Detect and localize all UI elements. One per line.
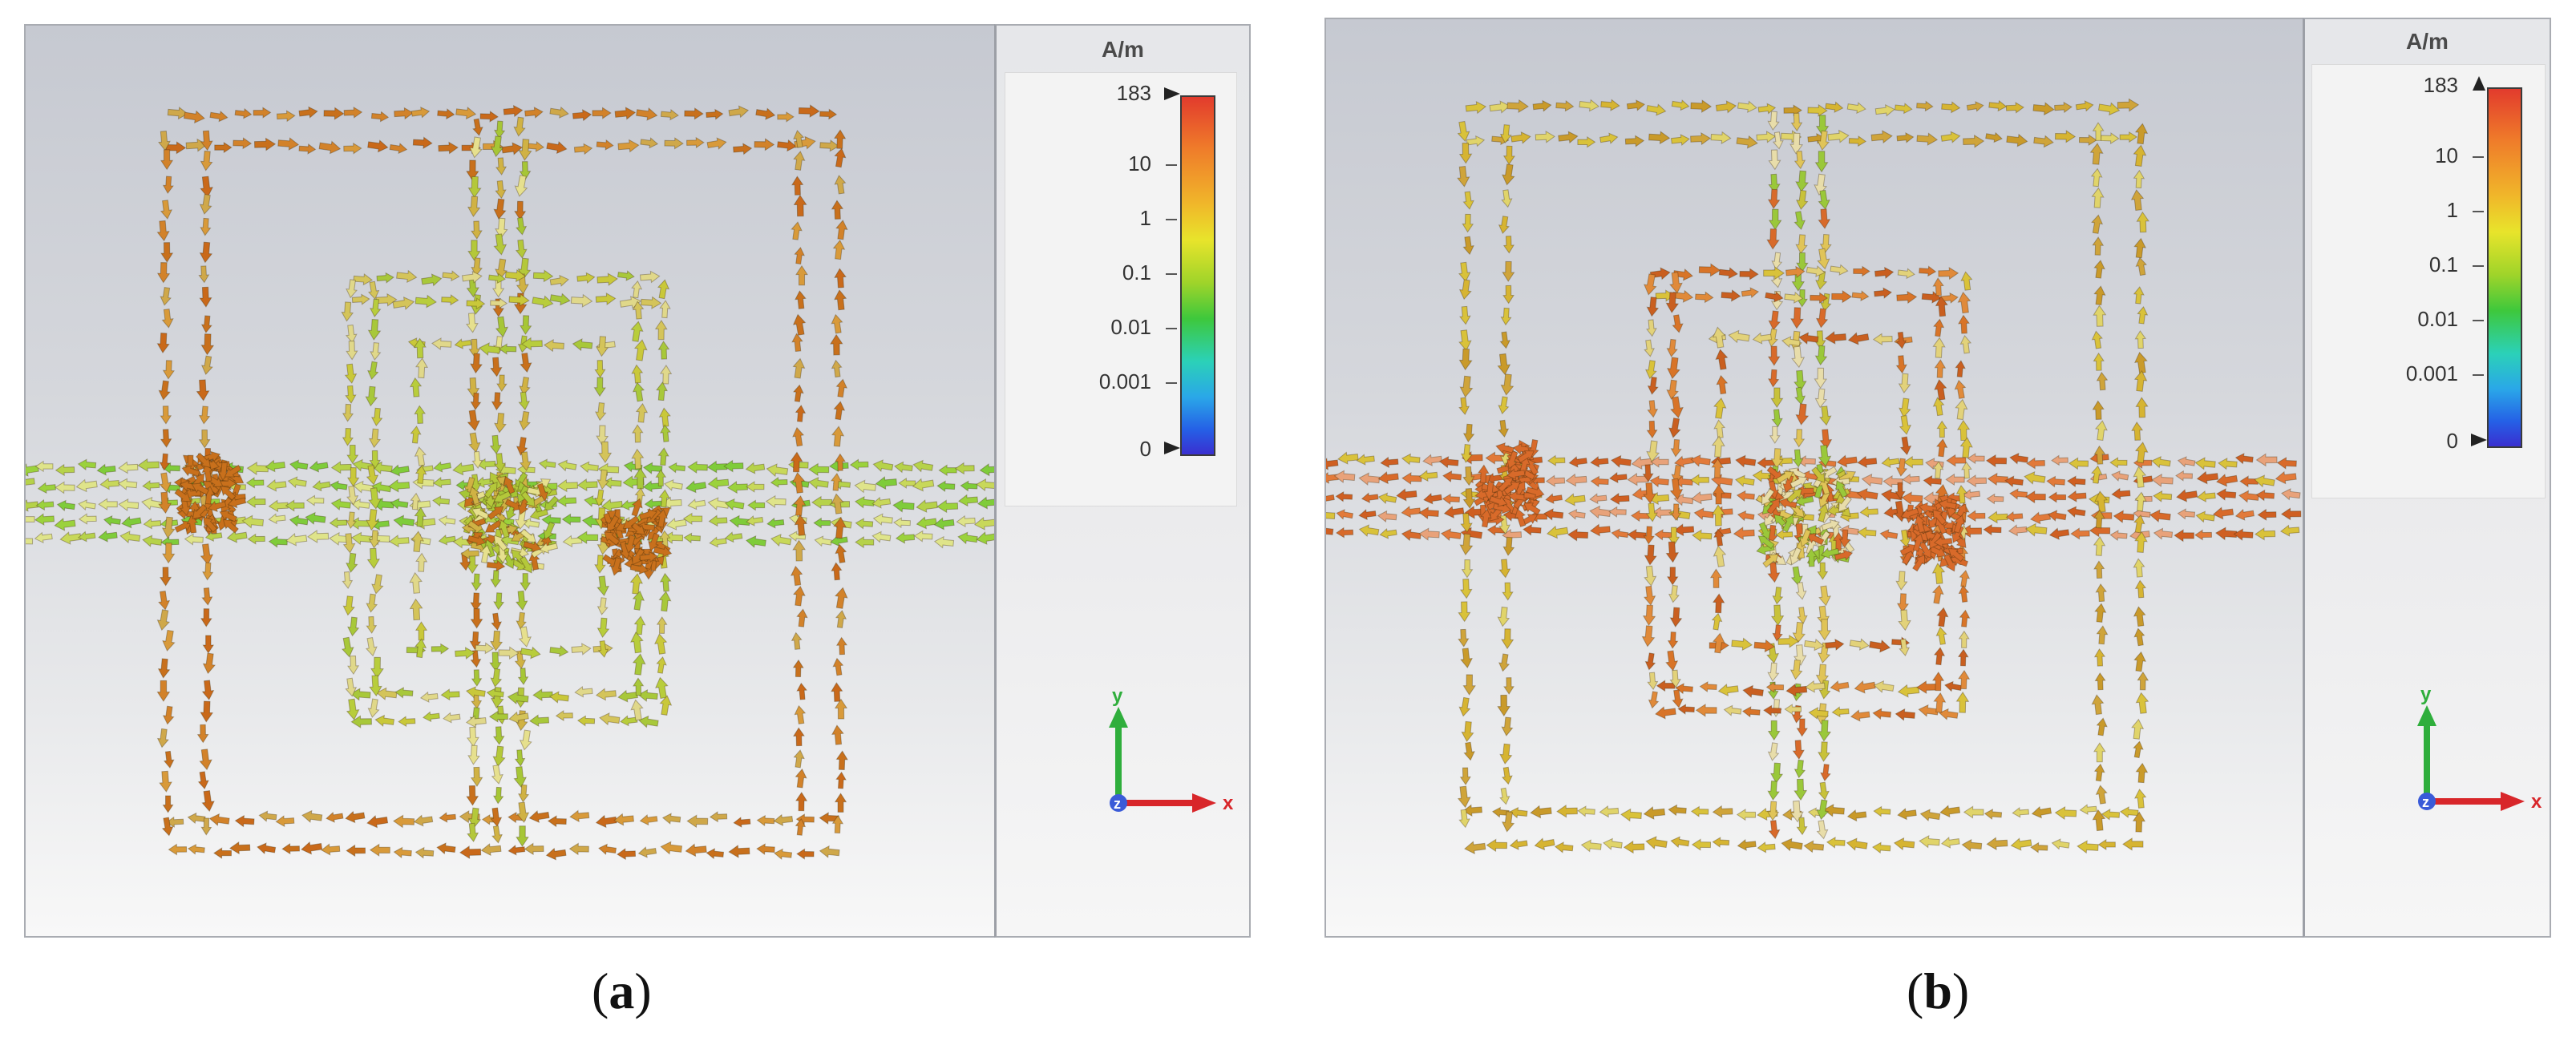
tick-mark [1166, 273, 1177, 275]
caption-a: (a) [592, 962, 652, 1021]
tick-mark [2473, 265, 2484, 267]
tick-mark [1166, 382, 1177, 384]
max-marker-icon[interactable] [2469, 75, 2489, 94]
axis-label-z: z [2422, 794, 2429, 810]
tick-mark [2473, 156, 2484, 158]
caption-a-close: ) [634, 962, 652, 1019]
scale-label-0.001: 0.001 [1098, 369, 1151, 393]
tick-mark [1166, 164, 1177, 166]
caption-b-close: ) [1951, 962, 1970, 1019]
tick-mark [2473, 374, 2484, 376]
caption-b: (b) [1907, 962, 1969, 1021]
max-marker-icon[interactable] [1163, 84, 1182, 103]
scale-label-10: 10 [2435, 143, 2458, 167]
tick-mark [2473, 211, 2484, 212]
scale-label-0.01: 0.01 [2417, 307, 2458, 331]
scale-label-0: 0 [2446, 429, 2458, 453]
caption-b-open: ( [1907, 962, 1924, 1019]
caption-b-letter: b [1923, 962, 1952, 1019]
scale-label-10: 10 [1128, 151, 1151, 176]
panel-b: A/m 183 10 1 0.1 0.01 0.001 0 y x [1324, 18, 2551, 938]
viewport-a[interactable] [24, 24, 996, 938]
panel-a: A/m 183 10 1 0.1 0.01 0.001 0 y x [24, 24, 1251, 938]
legend-unit-a: A/m [1102, 37, 1144, 62]
axis-label-y: y [1112, 685, 1123, 707]
scale-label-183: 183 [2423, 73, 2458, 97]
caption-a-open: ( [592, 962, 609, 1019]
scale-label-183: 183 [1116, 81, 1151, 105]
axis-label-y: y [2420, 684, 2432, 705]
field-plot-a [26, 104, 994, 861]
min-marker-icon[interactable] [1163, 438, 1182, 458]
axis-label-x: x [2531, 791, 2542, 813]
min-marker-icon[interactable] [2469, 430, 2489, 450]
axis-label-z: z [1114, 796, 1121, 812]
scale-label-0: 0 [1139, 437, 1151, 461]
scale-label-0.001: 0.001 [2405, 361, 2458, 385]
legend-area-a: A/m 183 10 1 0.1 0.01 0.001 0 y x [994, 24, 1251, 938]
legend-unit-b: A/m [2406, 29, 2449, 54]
axis-label-x: x [1223, 793, 1234, 814]
axes-triad-b: y x z [2417, 684, 2542, 813]
field-plot-b [1326, 98, 2302, 855]
legend-box-a: 183 10 1 0.1 0.01 0.001 0 [1005, 72, 1237, 506]
scale-label-0.01: 0.01 [1110, 315, 1151, 339]
legend-box-b: 183 10 1 0.1 0.01 0.001 0 [2311, 64, 2546, 498]
scale-label-0.1: 0.1 [2428, 252, 2458, 276]
axes-triad-a: y x z [1109, 685, 1234, 814]
legend-area-b: A/m 183 10 1 0.1 0.01 0.001 0 y x [2303, 18, 2551, 938]
color-bar-b [2487, 87, 2522, 448]
tick-mark [1166, 328, 1177, 329]
tick-mark [1166, 219, 1177, 220]
scale-label-1: 1 [2446, 198, 2458, 222]
scale-label-0.1: 0.1 [1122, 260, 1151, 284]
viewport-b[interactable] [1324, 18, 2304, 938]
scale-label-1: 1 [1139, 206, 1151, 230]
caption-a-letter: a [609, 962, 635, 1019]
color-bar-a [1180, 95, 1215, 456]
tick-mark [2473, 320, 2484, 321]
